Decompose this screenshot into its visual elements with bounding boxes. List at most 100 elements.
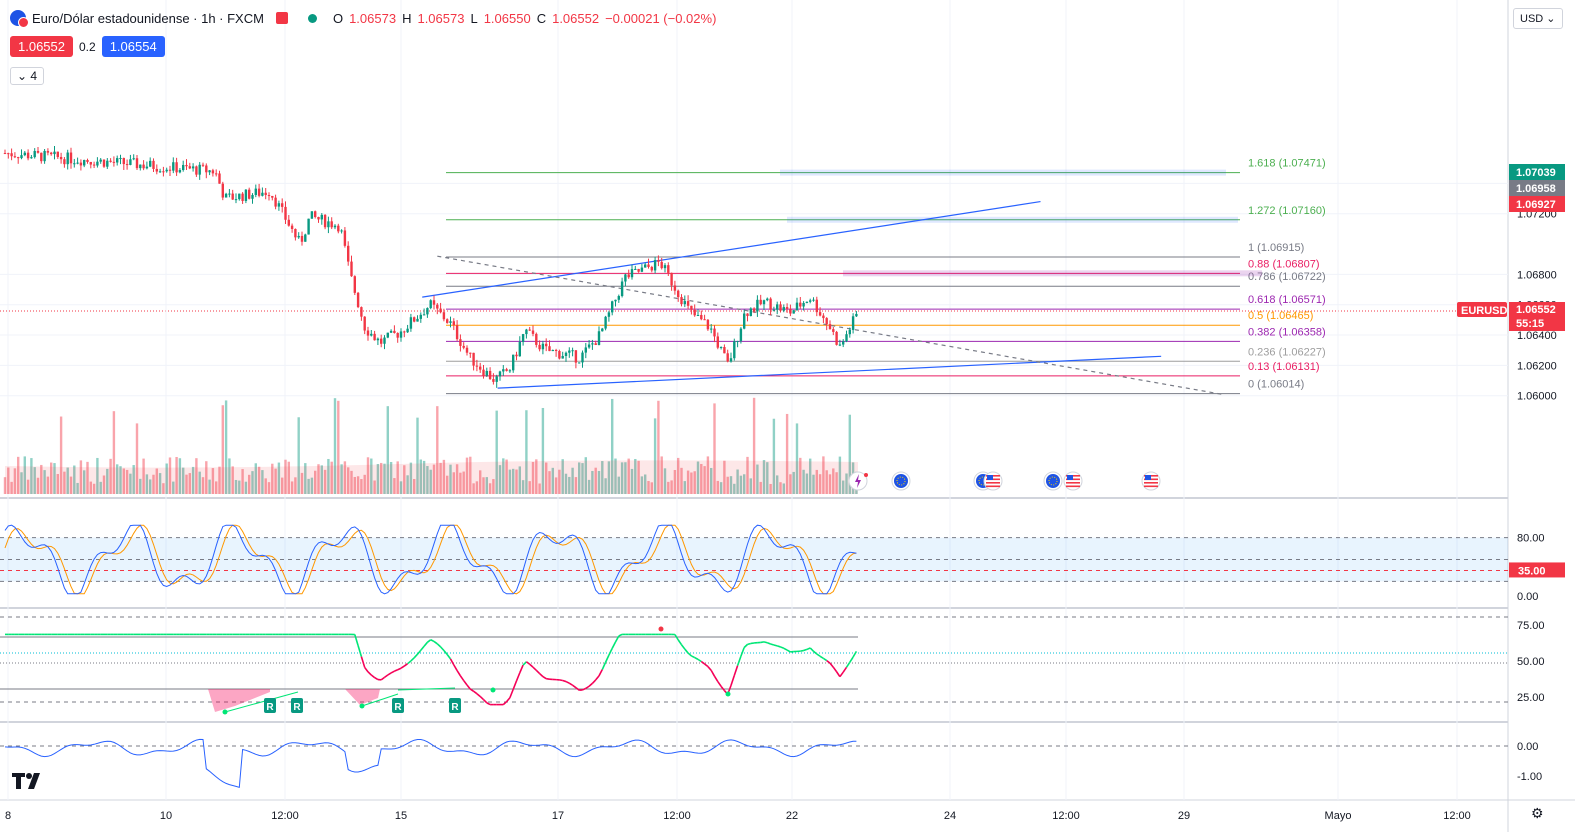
rsi-segment (522, 661, 527, 666)
candle-body (267, 195, 271, 197)
candle-body (188, 166, 191, 169)
candle-body (597, 331, 601, 345)
price-axis[interactable]: 1.074001.072001.068001.066001.064001.062… (1457, 164, 1565, 783)
candle-body (406, 328, 409, 333)
rsi-segment (426, 639, 432, 643)
candle-body (178, 169, 182, 173)
rsi-segment (486, 702, 491, 706)
volume-bar (224, 400, 228, 494)
candle-body (601, 328, 604, 332)
rsi-segment (614, 635, 620, 643)
candlestick-series (3, 146, 858, 388)
volume-bar (380, 462, 383, 494)
volume-bar (409, 462, 413, 494)
candle-body (92, 164, 96, 166)
price-tick-label: 1.06400 (1517, 330, 1557, 342)
candle-body (700, 315, 703, 320)
time-tick-label: 29 (1178, 810, 1190, 822)
rsi-segment (835, 671, 841, 678)
candle-body (812, 299, 815, 301)
volume-bar (743, 474, 746, 494)
candle-body (333, 225, 337, 228)
rsi-oversold-fill (208, 689, 270, 712)
volume-bar (706, 456, 710, 494)
candle-body (145, 166, 149, 169)
volume-bar (99, 481, 102, 494)
rsi-segment (677, 639, 683, 646)
currency-label: USD (1520, 13, 1544, 25)
stoch-current-box (1509, 562, 1565, 578)
fib-level-label: 0.382 (1.06358) (1248, 326, 1326, 338)
volume-bar (343, 461, 347, 494)
volume-bar (155, 468, 158, 494)
volume-bar (436, 406, 439, 494)
volume-bar (485, 477, 488, 494)
stoch-rsi-pane (0, 524, 1508, 595)
change-value: −0.00021 (−0.02%) (605, 10, 717, 26)
candle-body (673, 285, 677, 291)
candle-body (789, 308, 792, 314)
candle-body (835, 331, 838, 345)
volume-bar (630, 468, 634, 494)
volume-bar (89, 481, 92, 494)
rsi-segment (763, 641, 768, 644)
indicators-toggle[interactable]: ⌄ 4 (10, 67, 45, 85)
volume-bar (274, 468, 277, 494)
volume-bar (752, 397, 756, 494)
buy-button[interactable]: 1.06554 (101, 36, 165, 57)
volume-bar (10, 481, 13, 494)
flag-marker-icon[interactable] (275, 12, 288, 24)
rsi-segment (800, 649, 804, 652)
fib-level-label: 0.13 (1.06131) (1248, 361, 1320, 373)
candle-body (508, 370, 512, 372)
price-label-text: 1.06958 (1516, 183, 1556, 195)
candle-body (667, 265, 670, 273)
eu-flag-icon (891, 471, 911, 491)
volume-bar (713, 403, 716, 494)
rsi-segment (397, 667, 402, 671)
candle-body (611, 301, 614, 313)
candle-body (195, 166, 198, 175)
volume-bar (719, 482, 723, 494)
candle-body (165, 169, 168, 172)
volume-bar (413, 478, 416, 494)
price-tick-label: 1.06800 (1517, 269, 1557, 281)
time-axis[interactable]: 8 10 12:00 15 17 12:00 22 24 12:00 29 Mayo 12:00 (5, 810, 1471, 822)
rsi-segment (456, 670, 462, 677)
candle-body (40, 152, 43, 162)
rsi-segment (532, 666, 537, 671)
candle-body (419, 314, 422, 319)
candle-body (340, 230, 343, 232)
gear-icon[interactable]: ⚙ (1531, 805, 1544, 821)
symbol-title[interactable]: Euro/Dólar estadounidense · 1h · FXCM (32, 10, 264, 26)
rsi-segment (466, 684, 471, 690)
tradingview-logo-icon[interactable] (12, 770, 46, 790)
volume-bar (838, 456, 842, 494)
rsi-segment (770, 643, 775, 646)
volume-bar (175, 456, 178, 494)
volume-bar (756, 464, 759, 494)
time-tick-label: 8 (5, 810, 11, 822)
candle-body (139, 164, 142, 169)
candle-body (53, 151, 56, 155)
volume-bar (162, 483, 165, 494)
rsi-divergence-label: R (394, 702, 402, 713)
candle-body (393, 330, 396, 334)
candle-body (241, 193, 244, 201)
volume-bar (601, 461, 604, 494)
volume-bar (241, 469, 244, 494)
sell-button[interactable]: 1.06552 (10, 36, 73, 57)
currency-selector[interactable]: USD ⌄ (1513, 8, 1563, 29)
volume-bar (340, 464, 343, 494)
rsi-segment (697, 658, 702, 663)
volume-bar (125, 469, 129, 494)
volume-bar (785, 413, 789, 494)
candle-body (785, 307, 789, 309)
candle-body (759, 299, 762, 305)
candle-body (36, 150, 40, 153)
candle-body (106, 160, 109, 167)
rsi-segment (380, 676, 385, 681)
volume-bar (66, 467, 69, 494)
volume-bar (314, 470, 317, 494)
